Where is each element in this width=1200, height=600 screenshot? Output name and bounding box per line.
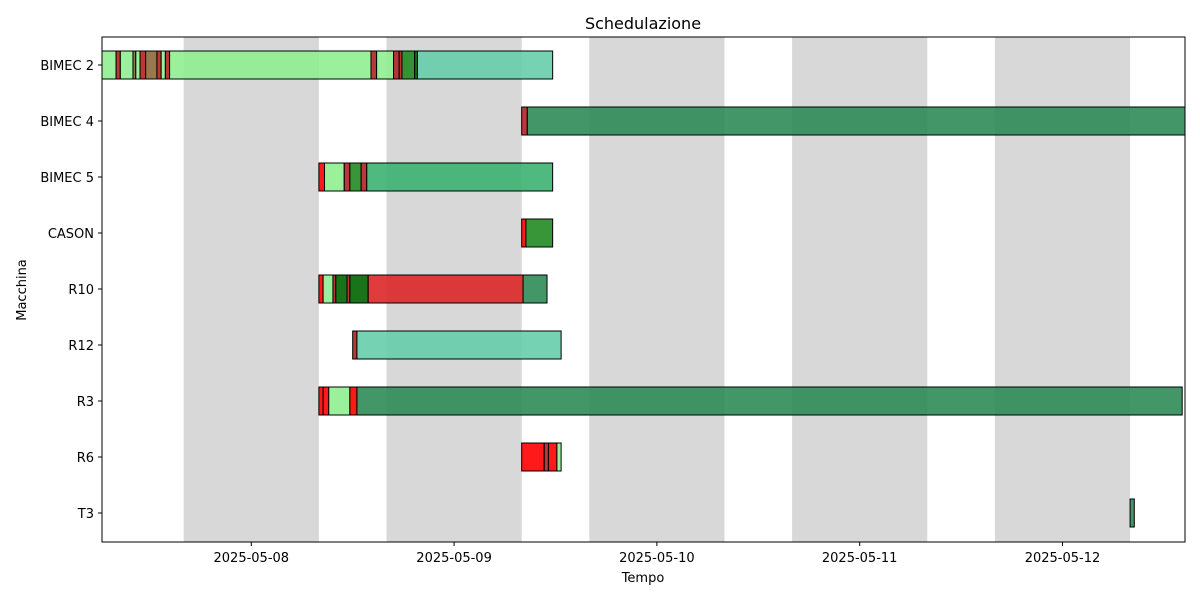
- task-bar: [318, 162, 326, 192]
- task-bar: [370, 50, 378, 80]
- x-axis-ticks: 2025-05-08 2025-05-09 2025-05-10 2025-05-11…: [214, 542, 1101, 566]
- y-tick-label: R10: [68, 283, 94, 298]
- off-hours-band: [183, 37, 319, 542]
- task-bar: [521, 442, 545, 472]
- task-bar: [135, 50, 141, 80]
- task-bar: [101, 50, 117, 80]
- y-tick-label: BIMEC 5: [40, 171, 94, 186]
- task-bar: [328, 386, 351, 416]
- task-bar: [349, 274, 369, 304]
- task-bar: [318, 386, 324, 416]
- task-bar: [376, 50, 395, 80]
- task-bar: [525, 218, 554, 248]
- task-bar: [352, 330, 358, 360]
- x-tick-label: 2025-05-11: [822, 551, 898, 566]
- x-axis-label: Tempo: [621, 571, 665, 586]
- task-bar: [322, 274, 334, 304]
- chart-title: Schedulazione: [585, 14, 701, 33]
- task-bar: [521, 106, 528, 136]
- task-bar: [556, 442, 562, 472]
- x-tick-label: 2025-05-08: [214, 551, 290, 566]
- y-tick-label: BIMEC 2: [40, 59, 94, 74]
- y-axis-label: Macchina: [15, 259, 30, 321]
- task-bar: [366, 162, 554, 192]
- task-bar: [521, 218, 527, 248]
- task-bar: [156, 50, 162, 80]
- x-tick-label: 2025-05-10: [619, 551, 695, 566]
- task-bar: [349, 162, 362, 192]
- task-bar: [1129, 498, 1135, 528]
- task-bar: [169, 50, 372, 80]
- task-bar: [356, 386, 1183, 416]
- task-bar: [349, 386, 358, 416]
- y-tick-label: R3: [77, 395, 94, 410]
- task-bar: [526, 106, 1186, 136]
- task-bar: [393, 50, 400, 80]
- task-bar: [318, 274, 324, 304]
- task-bar: [119, 50, 134, 80]
- task-bar: [367, 274, 524, 304]
- task-bar: [115, 50, 121, 80]
- task-bar: [324, 162, 345, 192]
- task-bar: [356, 330, 562, 360]
- task-bar: [547, 442, 558, 472]
- task-bar: [543, 442, 549, 472]
- task-bar: [160, 50, 166, 80]
- task-bar: [343, 162, 351, 192]
- y-axis-ticks: BIMEC 2 BIMEC 4 BIMEC 5 CASON R10 R12 R3 R6 T3: [40, 59, 102, 522]
- task-bar: [360, 162, 368, 192]
- task-bar: [335, 274, 348, 304]
- y-tick-label: T3: [77, 507, 94, 522]
- task-bar: [145, 50, 158, 80]
- y-tick-label: CASON: [48, 227, 94, 242]
- task-bar: [322, 386, 330, 416]
- task-bars: [101, 50, 1186, 528]
- task-bar: [401, 50, 416, 80]
- y-tick-label: BIMEC 4: [40, 115, 94, 130]
- task-bar: [139, 50, 147, 80]
- task-bar: [164, 50, 171, 80]
- task-bar: [416, 50, 554, 80]
- x-tick-label: 2025-05-09: [416, 551, 492, 566]
- task-bar: [522, 274, 548, 304]
- y-tick-label: R6: [77, 451, 94, 466]
- y-tick-label: R12: [68, 339, 94, 354]
- x-tick-label: 2025-05-12: [1025, 551, 1101, 566]
